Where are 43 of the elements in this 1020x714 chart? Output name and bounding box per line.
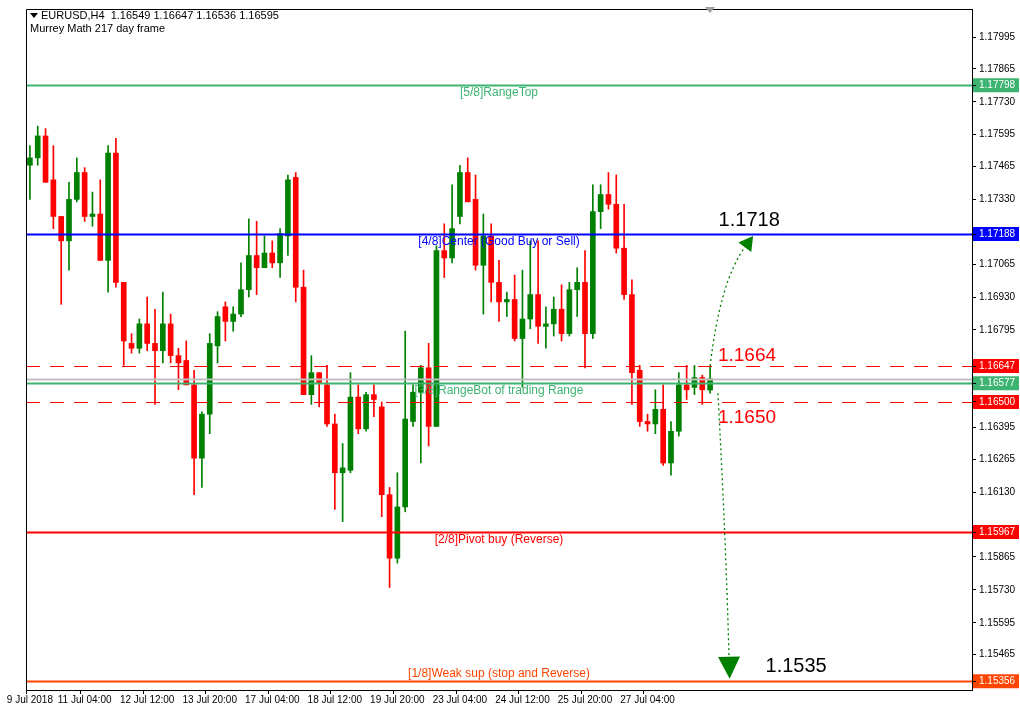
y-tick-label: 1.16795 [979,323,1016,335]
y-tick-label: 1.17995 [979,30,1016,42]
y-tick-label: 1.17595 [979,128,1016,140]
y-tick-label: 1.15967 [979,525,1016,537]
x-tick-label: 17 Jul 04:00 [245,693,300,705]
chart-title: EURUSD,H4 1.16549 1.16647 1.16536 1.16595 [41,9,279,21]
x-tick-label: 9 Jul 2018 [6,693,54,705]
ref-line-label: [1/8]Weak sup (stop and Reverse) [408,665,590,680]
y-tick-label: 1.15595 [979,616,1016,628]
y-tick-label: 1.16500 [979,395,1016,407]
y-tick-label: 1.17865 [979,62,1016,74]
y-tick-label: 1.17465 [979,160,1016,172]
x-tick-label: 11 Jul 04:00 [57,693,112,705]
ref-line-label: [2/8]Pivot buy (Reverse) [434,532,564,547]
y-tick-label: 1.15730 [979,583,1016,595]
y-tick-label: 1.17330 [979,193,1016,205]
y-tick-label: 1.17065 [979,257,1016,269]
y-tick-label: 1.17730 [979,95,1016,107]
y-tick-label: 1.15356 [979,674,1016,686]
x-tick-label: 23 Jul 04:00 [432,693,488,705]
y-tick-label: 1.15465 [979,648,1016,660]
x-tick-label: 13 Jul 20:00 [182,693,238,705]
x-tick-label: 19 Jul 20:00 [370,693,426,705]
y-tick-label: 1.17188 [979,227,1016,239]
x-tick-label: 27 Jul 04:00 [620,693,676,705]
y-tick-label: 1.17798 [979,78,1016,90]
annotation: 1.1650 [717,405,777,427]
y-tick-label: 1.15865 [979,550,1016,562]
x-tick-label: 25 Jul 20:00 [557,693,613,705]
x-tick-label: 18 Jul 12:00 [307,693,363,705]
text: Murrey Math 217 day frame [30,22,166,34]
x-tick-label: 24 Jul 12:00 [495,693,551,705]
annotation: 1.1664 [717,343,777,365]
y-tick-label: 1.16395 [979,421,1016,433]
annotation: 1.1718 [718,207,780,230]
y-tick-label: 1.16265 [979,453,1016,465]
y-tick-label: 1.16130 [979,486,1016,498]
y-tick-label: 1.16647 [979,359,1016,371]
x-tick-label: 12 Jul 12:00 [119,693,175,705]
y-tick-label: 1.16930 [979,290,1016,302]
ref-line-label: [5/8]RangeTop [459,85,539,100]
y-tick-label: 1.16577 [979,376,1016,388]
annotation: 1.1535 [765,654,827,677]
